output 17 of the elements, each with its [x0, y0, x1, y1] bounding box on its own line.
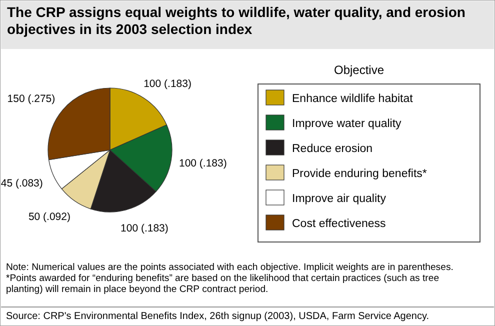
legend-label: Improve water quality — [292, 118, 402, 130]
chart-title: The CRP assigns equal weights to wildlife, water quality, and erosion objectives in its 2003 selection index — [7, 4, 466, 37]
data-label: 100 (.183) — [120, 222, 168, 234]
data-label: 45 (.083) — [0, 177, 43, 190]
source-note: Source: CRP's Environmental Benefits Index, 26th signup (2003), USDA, Farm Service Agency. — [6, 311, 430, 322]
data-label: 50 (.092) — [28, 210, 70, 223]
legend-title: Objective — [334, 63, 384, 77]
legend-label: Improve air quality — [292, 193, 386, 205]
text: Note: Numerical values are the points associated with each objective. Implicit weights are in parentheses. — [6, 262, 454, 273]
data-label: 100 (.183) — [144, 78, 192, 90]
data-label: 100 (.183) — [178, 158, 227, 170]
data-label: 150 (.275) — [7, 93, 56, 106]
legend-label: Cost effectiveness — [292, 218, 386, 230]
legend-label: Provide enduring benefits* — [292, 168, 428, 180]
text: *Points awarded for “enduring benefits” are based on the likelihood that certain practices (such as tree planting) will remain in place beyond the CRP contract period. — [6, 273, 440, 295]
legend-label: Enhance wildlife habitat — [292, 93, 414, 105]
legend-label: Reduce erosion — [292, 143, 373, 155]
